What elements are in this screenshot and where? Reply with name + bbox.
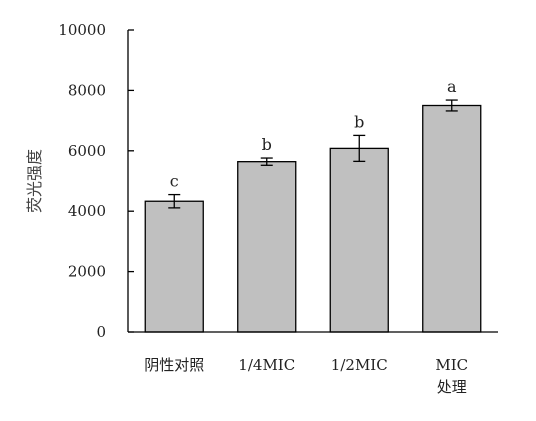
error-bar-3 [445, 99, 458, 112]
category-label-2: 1/2MIC [331, 356, 388, 374]
significance-label-2: b [354, 112, 364, 131]
y-tick-label-2: 4000 [68, 202, 106, 220]
bar-0 [144, 200, 204, 333]
y-tick-label-1: 2000 [68, 263, 106, 281]
y-tick-label-0: 0 [96, 323, 106, 341]
error-bar-1 [260, 157, 273, 166]
error-bar-0 [168, 193, 181, 209]
error-bar-2 [353, 134, 366, 163]
bar-1 [237, 161, 297, 333]
y-tick-label-4: 8000 [68, 81, 106, 99]
y-tick-label-5: 10000 [58, 21, 106, 39]
category-label-3: MIC 处理 [435, 356, 468, 396]
y-axis-title: 荧光强度 [25, 149, 44, 213]
y-tick-label-3: 6000 [68, 142, 106, 160]
category-label-1: 1/4MIC [238, 356, 295, 374]
bar-2 [329, 147, 389, 333]
significance-label-1: b [262, 135, 272, 154]
category-label-0: 阴性对照 [144, 356, 204, 374]
significance-label-0: c [170, 172, 179, 191]
bar-3 [422, 104, 482, 333]
significance-label-3: a [447, 77, 457, 96]
